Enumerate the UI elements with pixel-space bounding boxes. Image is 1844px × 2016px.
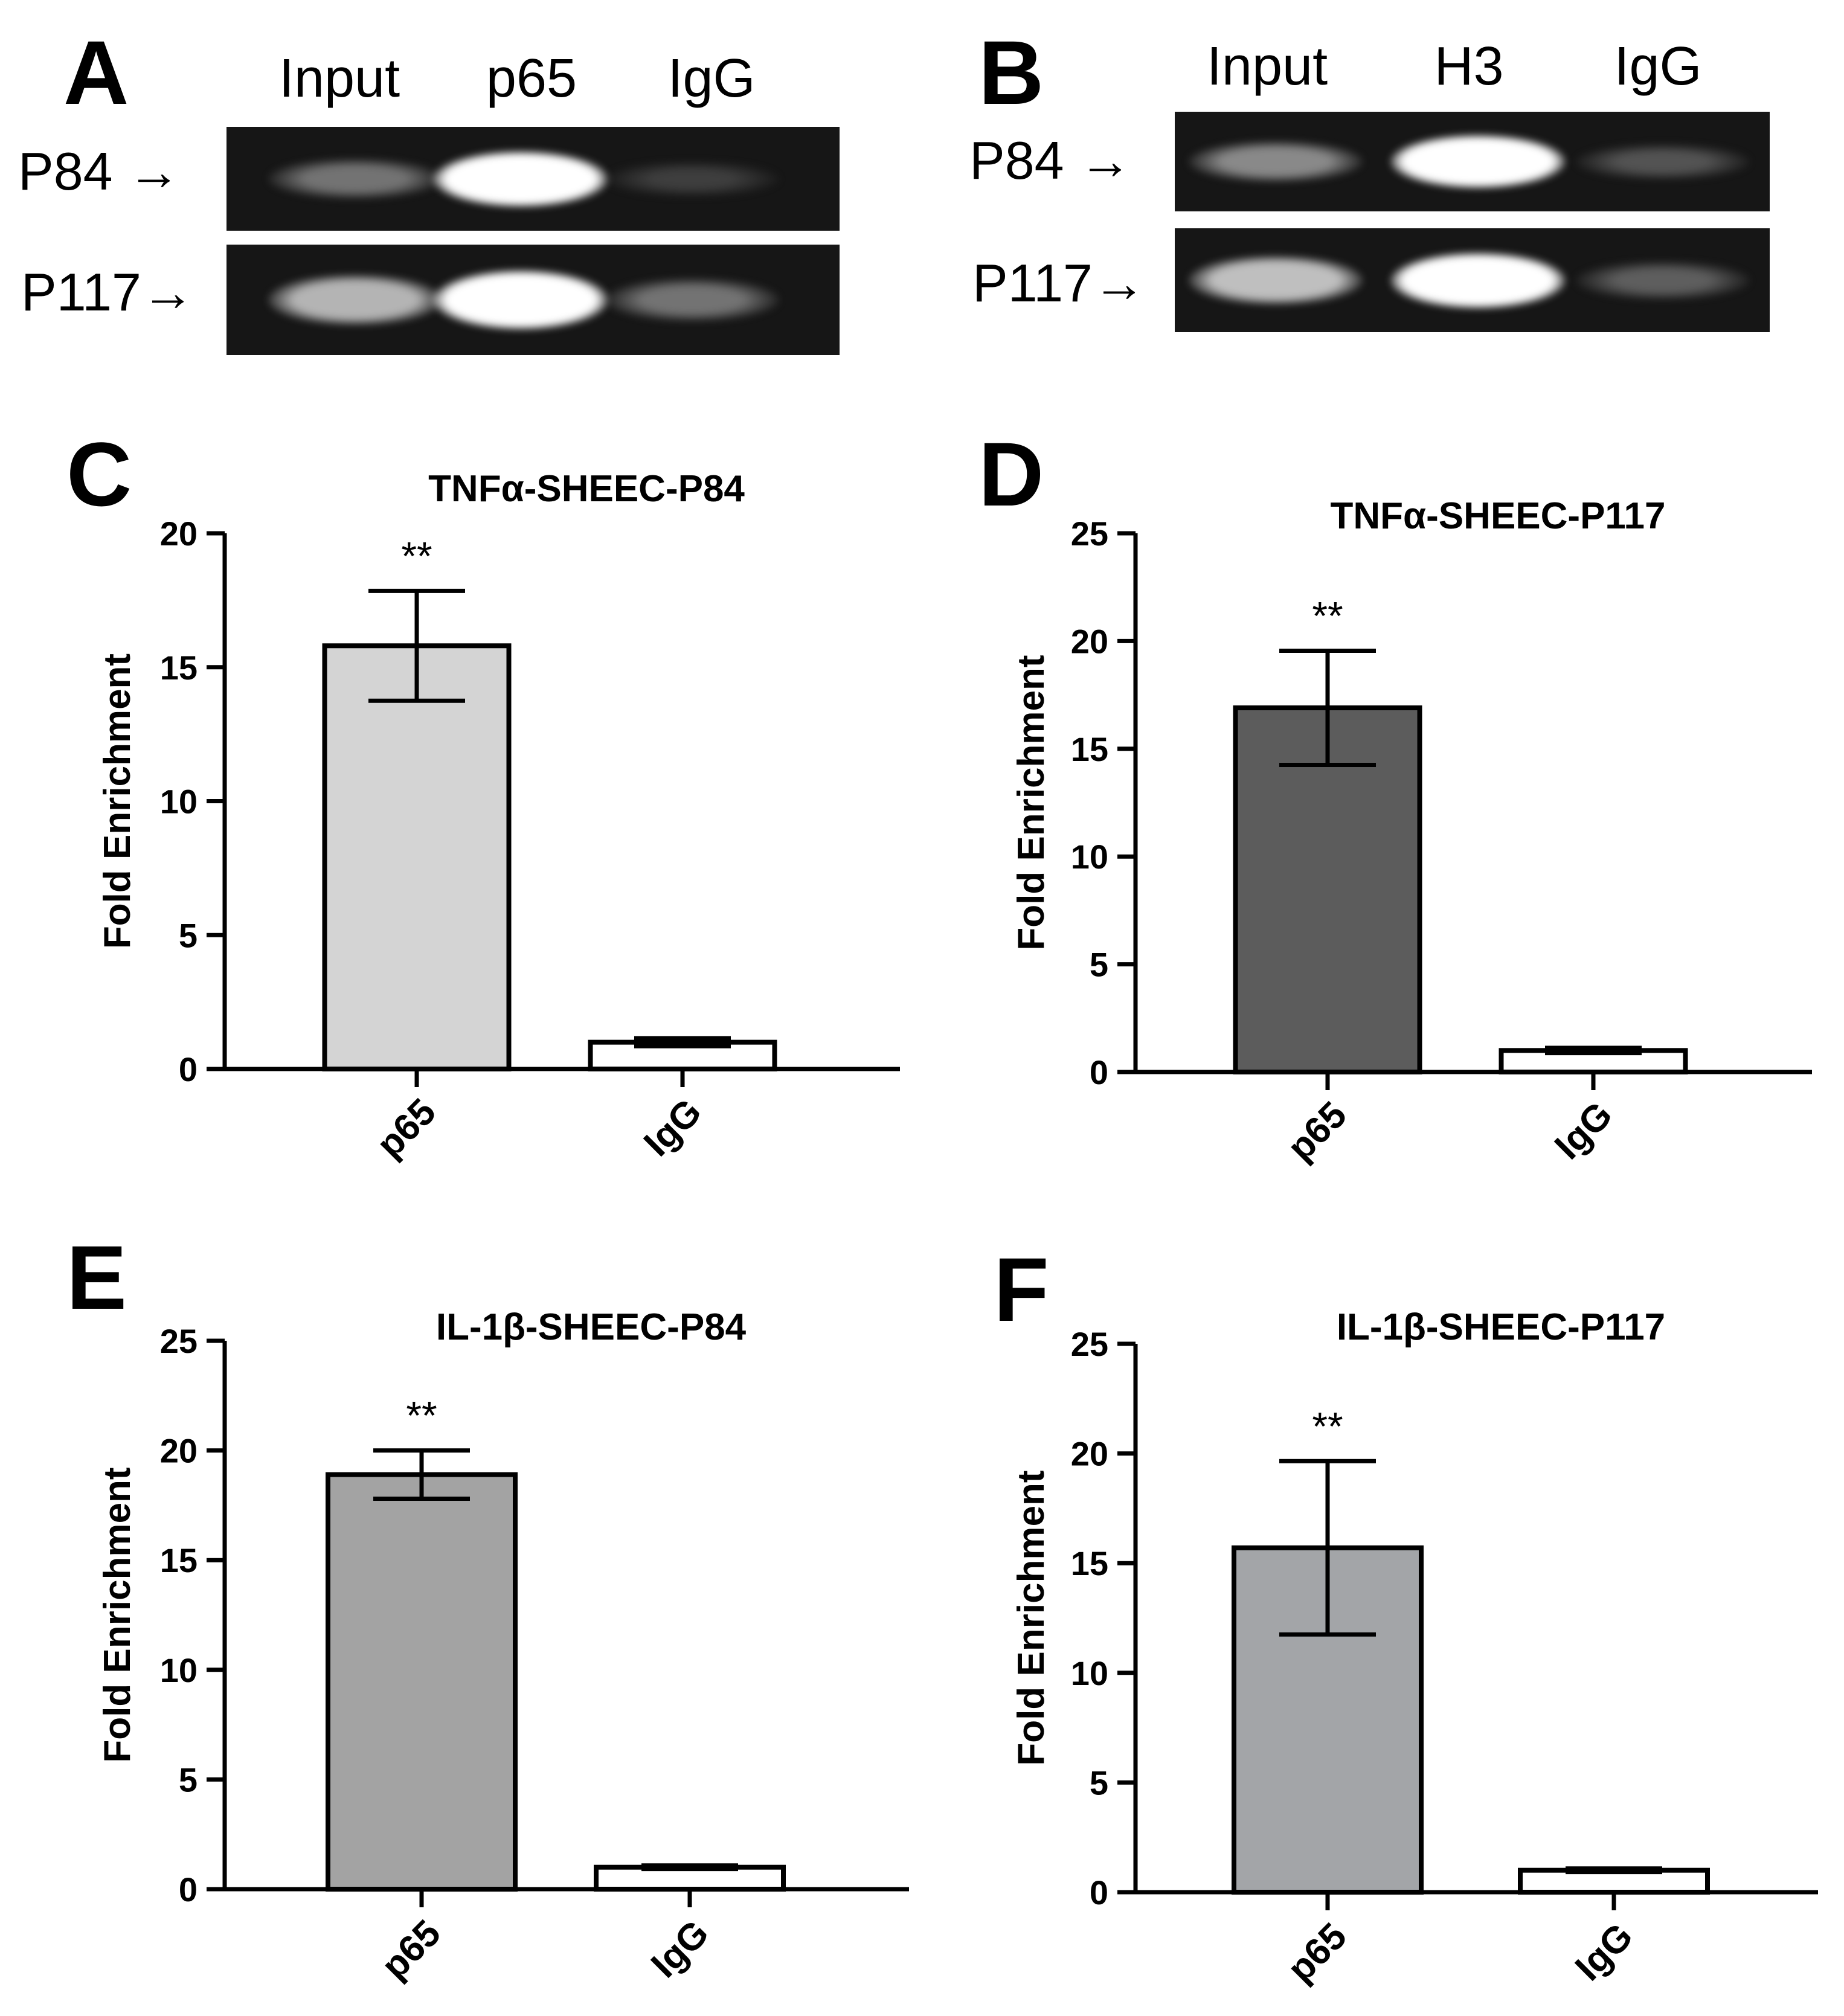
y-tick-label: 20 <box>160 515 198 553</box>
gel-band <box>268 158 443 199</box>
y-tick-label: 5 <box>1090 946 1108 984</box>
panel-letter-f: F <box>994 1239 1049 1340</box>
gel-band <box>605 161 780 197</box>
y-tick-label: 15 <box>1071 730 1108 768</box>
y-tick-label: 15 <box>160 649 198 687</box>
x-tick-label: IgG <box>636 1091 710 1164</box>
y-tick-label: 5 <box>1090 1764 1108 1802</box>
panel-letter-a: A <box>63 22 129 123</box>
y-tick-label: 5 <box>179 1761 198 1799</box>
gel-band <box>1390 135 1566 188</box>
y-tick-label: 10 <box>160 783 198 821</box>
chart-title: TNFα-SHEEC-P84 <box>428 468 745 510</box>
x-tick-label: p65 <box>374 1912 449 1987</box>
panel-letter-d: D <box>978 423 1044 525</box>
gel-band <box>433 151 608 207</box>
y-tick-label: 20 <box>1071 1435 1108 1473</box>
y-axis-label: Fold Enrichment <box>1010 1470 1052 1765</box>
y-axis-label: Fold Enrichment <box>97 653 138 949</box>
y-tick-label: 0 <box>1090 1053 1108 1091</box>
chart-title: TNFα-SHEEC-P117 <box>1331 495 1666 537</box>
y-tick-label: 10 <box>1071 838 1108 876</box>
gel-a-row-label-p84: P84 → <box>18 141 181 201</box>
panel-letter-b: B <box>978 22 1044 123</box>
gel-a-lane-label-input: Input <box>278 48 400 109</box>
y-axis-label: Fold Enrichment <box>97 1467 138 1762</box>
chart-title: IL-1β-SHEEC-P84 <box>436 1306 747 1348</box>
gel-band <box>1188 255 1363 305</box>
gel-band <box>1575 261 1750 300</box>
gel-b-lane-label-h3: H3 <box>1434 36 1504 97</box>
x-tick-label: p65 <box>1280 1915 1355 1990</box>
y-tick-label: 25 <box>1071 515 1108 553</box>
gel-a-strip-p84 <box>226 127 840 231</box>
chart-title: IL-1β-SHEEC-P117 <box>1337 1306 1665 1348</box>
significance-marker: ** <box>406 1393 437 1438</box>
gel-b-row-label-p84: P84 → <box>969 130 1132 190</box>
gel-b-row-label-p117: P117→ <box>972 253 1146 313</box>
y-tick-label: 0 <box>179 1870 198 1908</box>
x-tick-label: IgG <box>1567 1915 1641 1989</box>
x-tick-label: IgG <box>1547 1094 1621 1167</box>
gel-b-strip-p117 <box>1175 228 1770 332</box>
gel-band <box>268 274 443 326</box>
gel-a-strip-p117 <box>226 245 840 355</box>
gel-b-lane-label-igg: IgG <box>1614 36 1702 97</box>
gel-a-lane-label-igg: IgG <box>667 48 756 109</box>
y-tick-label: 25 <box>1071 1325 1108 1363</box>
y-axis-label: Fold Enrichment <box>1010 655 1052 950</box>
gel-a-row-label-p117: P117→ <box>21 262 194 322</box>
gel-b-strip-p84 <box>1175 112 1770 211</box>
y-tick-label: 0 <box>179 1050 198 1088</box>
bar-p65 <box>326 1472 518 1892</box>
y-tick-label: 10 <box>1071 1654 1108 1692</box>
gel-band <box>1390 252 1566 309</box>
x-tick-label: p65 <box>369 1091 444 1166</box>
significance-marker: ** <box>1312 1404 1343 1448</box>
significance-marker: ** <box>1312 593 1343 638</box>
gel-band <box>1575 144 1750 180</box>
y-tick-label: 15 <box>1071 1544 1108 1582</box>
bar-p65 <box>322 643 512 1071</box>
panel-letter-e: E <box>66 1227 127 1328</box>
x-tick-label: p65 <box>1280 1094 1355 1169</box>
gel-b-lane-label-input: Input <box>1206 36 1328 97</box>
gel-a-lane-label-p65: p65 <box>486 48 577 109</box>
significance-marker: ** <box>401 533 432 578</box>
y-tick-label: 15 <box>160 1541 198 1579</box>
y-tick-label: 5 <box>179 916 198 954</box>
x-tick-label: IgG <box>643 1912 717 1986</box>
gel-band <box>605 278 780 322</box>
gel-band <box>1188 141 1363 182</box>
panel-letter-c: C <box>66 423 132 525</box>
y-tick-label: 25 <box>160 1322 198 1360</box>
y-tick-label: 20 <box>160 1432 198 1470</box>
gel-band <box>433 270 608 330</box>
y-tick-label: 0 <box>1090 1873 1108 1912</box>
y-tick-label: 20 <box>1071 622 1108 660</box>
y-tick-label: 10 <box>160 1651 198 1689</box>
